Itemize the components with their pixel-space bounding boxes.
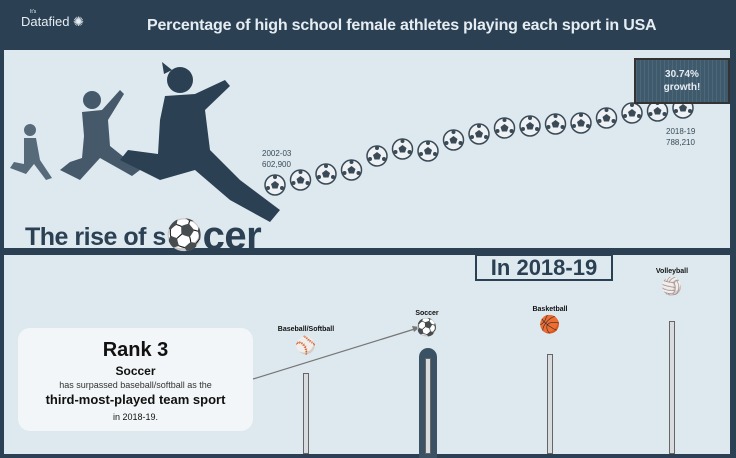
soccer-ball	[442, 129, 465, 151]
sport-basketball: Basketball 🏀	[505, 306, 595, 335]
start-label: 2002-03 602,900	[262, 149, 292, 169]
sport-baseball-softball: Baseball/Softball ⚾	[261, 326, 351, 356]
header: It's Datafied ✺ Percentage of high school…	[0, 0, 736, 50]
soccer-ball	[315, 163, 337, 185]
soccer-ball-icon: ⚽	[165, 219, 203, 252]
bar-soccer	[425, 358, 431, 454]
soccer-ball	[621, 102, 643, 124]
bar-basketball	[547, 354, 553, 454]
rank-callout: Rank 3 Soccer has surpassed baseball/sof…	[18, 328, 253, 431]
soccer-ball-icon: ⚽	[416, 318, 438, 337]
soccer-ball	[468, 123, 490, 145]
basketball-icon: 🏀	[539, 315, 561, 334]
sport-soccer: Soccer ⚽	[382, 310, 472, 338]
soccer-ball	[544, 113, 567, 135]
page-title: Percentage of high school female athlete…	[147, 17, 657, 34]
end-label: 2018-19 788,210	[666, 127, 696, 147]
baseball-icon: ⚾	[295, 336, 317, 355]
year-label: In 2018-19	[475, 254, 613, 281]
soccer-ball	[366, 145, 388, 167]
bar-baseball-softball	[303, 373, 309, 454]
goal-growth-badge: 30.74% growth!	[634, 58, 730, 104]
soccer-ball	[493, 117, 516, 139]
soccer-ball	[595, 107, 618, 129]
soccer-ball	[264, 174, 286, 196]
soccer-ball	[570, 112, 592, 134]
hero-heading: The rise of s⚽cer	[25, 214, 262, 258]
soccer-ball	[340, 159, 363, 181]
soccer-ball	[391, 138, 414, 160]
soccer-ball	[417, 140, 439, 162]
volleyball-icon: 🏐	[661, 277, 683, 296]
soccer-ball	[519, 115, 541, 137]
athlete-silhouettes	[10, 62, 280, 222]
soccer-ball	[289, 169, 312, 191]
sport-volleyball: Volleyball 🏐	[627, 268, 717, 297]
bar-volleyball	[669, 321, 675, 454]
logo: It's Datafied ✺	[21, 9, 84, 29]
hero-panel	[4, 50, 730, 248]
